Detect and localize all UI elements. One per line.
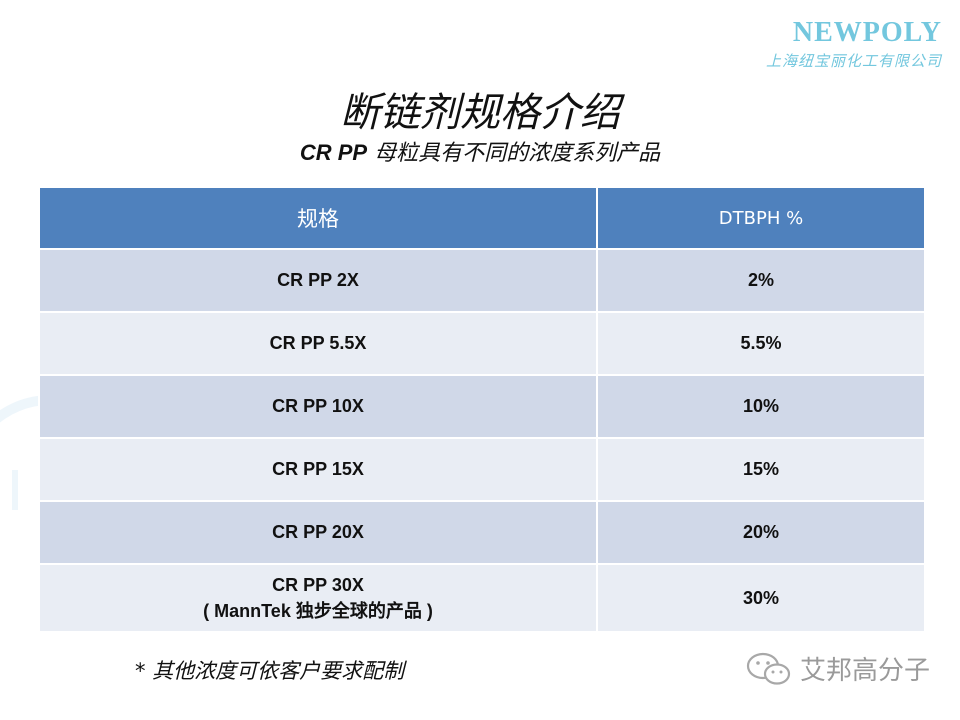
spec-table: 规格 DTBPH % CR PP 2X 2% CR PP 5.5X 5.5% C… (38, 186, 926, 633)
cell-spec-name: CR PP 30X (272, 575, 364, 595)
cell-dtbph: 30% (596, 563, 926, 633)
cell-dtbph: 10% (596, 374, 926, 439)
company-logo: NEWPOLY 上海纽宝丽化工有限公司 (722, 18, 942, 71)
footnote: * 其他浓度可依客户要求配制 (135, 659, 405, 683)
table-row: CR PP 20X 20% (38, 500, 926, 565)
slide-subtitle: CR PP 母粒具有不同的浓度系列产品 (0, 140, 960, 167)
table-row: CR PP 15X 15% (38, 437, 926, 502)
cell-spec: CR PP 10X (38, 374, 598, 439)
cell-spec: CR PP 30X ( MannTek 独步全球的产品 ) (38, 563, 598, 633)
wechat-icon (746, 652, 791, 685)
table-header-row: 规格 DTBPH % (38, 186, 926, 250)
cell-dtbph: 15% (596, 437, 926, 502)
watermark: 艾邦高分子 (746, 650, 930, 687)
cell-dtbph: 2% (596, 248, 926, 313)
subtitle-text: 母粒具有不同的浓度系列产品 (367, 141, 661, 166)
table-row: CR PP 5.5X 5.5% (38, 311, 926, 376)
cell-spec: CR PP 15X (38, 437, 598, 502)
logo-brand: NEWPOLY (792, 17, 942, 48)
slide-title: 断链剂规格介绍 (340, 90, 620, 136)
table-row: CR PP 10X 10% (38, 374, 926, 439)
header-spec: 规格 (38, 186, 598, 250)
cell-dtbph: 5.5% (596, 311, 926, 376)
background-decoration-bar (12, 470, 18, 510)
cell-spec: CR PP 2X (38, 248, 598, 313)
subtitle-product: CR PP (299, 140, 368, 165)
watermark-text: 艾邦高分子 (799, 656, 930, 686)
cell-spec: CR PP 20X (38, 500, 598, 565)
logo-company-name: 上海纽宝丽化工有限公司 (765, 52, 942, 70)
table-row: CR PP 30X ( MannTek 独步全球的产品 ) 30% (38, 563, 926, 633)
cell-dtbph: 20% (596, 500, 926, 565)
table-row: CR PP 2X 2% (38, 248, 926, 313)
cell-spec-note: ( MannTek 独步全球的产品 ) (203, 601, 433, 621)
cell-spec: CR PP 5.5X (38, 311, 598, 376)
header-dtbph: DTBPH % (596, 186, 926, 250)
